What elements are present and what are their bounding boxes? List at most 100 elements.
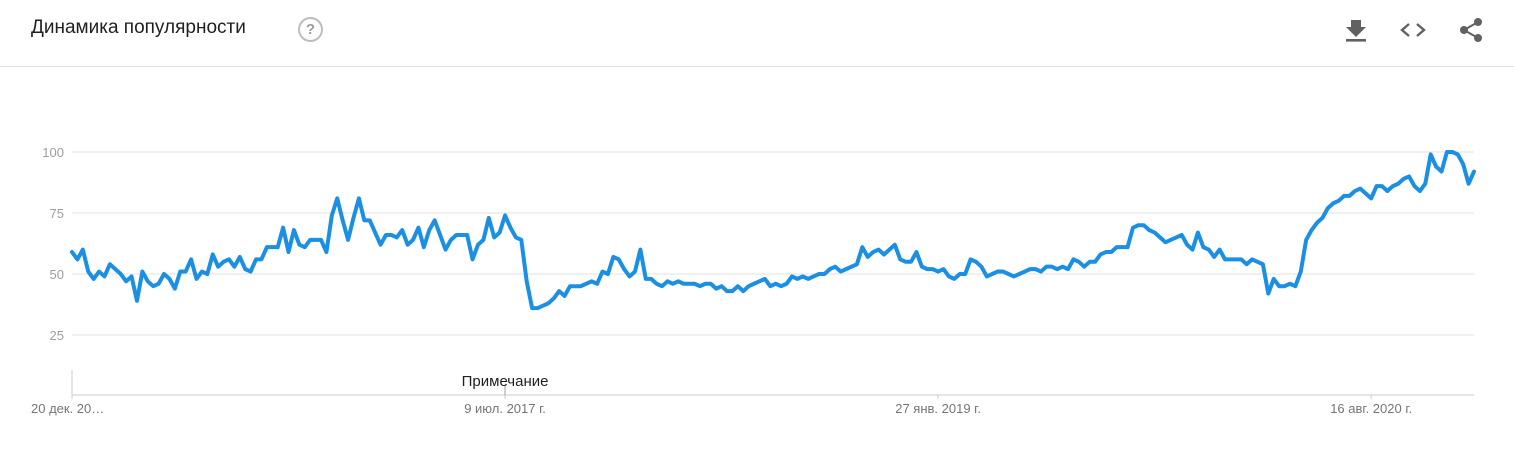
data-point	[1418, 190, 1421, 193]
data-point	[206, 273, 209, 276]
data-point	[1380, 185, 1383, 188]
data-point	[915, 251, 918, 254]
data-point	[872, 251, 875, 254]
data-point	[1326, 207, 1329, 210]
data-point	[834, 265, 837, 268]
data-point	[395, 236, 398, 239]
data-point	[617, 258, 620, 261]
data-point	[725, 290, 728, 293]
share-icon[interactable]	[1456, 15, 1486, 45]
data-point	[87, 270, 90, 273]
data-point	[309, 238, 312, 241]
data-point	[1218, 248, 1221, 251]
data-point	[195, 277, 198, 280]
data-point	[1213, 255, 1216, 258]
data-point	[1186, 243, 1189, 246]
data-point	[119, 273, 122, 276]
data-point	[1353, 190, 1356, 193]
data-point	[1261, 263, 1264, 266]
data-point	[1148, 229, 1151, 232]
data-point	[698, 285, 701, 288]
data-point	[563, 294, 566, 297]
help-circle-icon[interactable]: ?	[298, 17, 323, 42]
data-point	[222, 260, 225, 263]
data-point	[336, 197, 339, 200]
data-point	[163, 273, 166, 276]
y-tick-labels: 100 75 50 25	[42, 145, 64, 343]
data-point	[1104, 251, 1107, 254]
data-point	[547, 302, 550, 305]
data-point	[1207, 248, 1210, 251]
data-point	[1012, 275, 1015, 278]
data-point	[1164, 241, 1167, 244]
data-point	[504, 214, 507, 217]
data-point	[444, 248, 447, 251]
series-layer	[70, 150, 1476, 311]
data-point	[428, 229, 431, 232]
data-point	[1137, 224, 1140, 227]
data-point	[1153, 231, 1156, 234]
data-point	[1007, 273, 1010, 276]
x-tick-label: 9 июл. 2017 г.	[464, 401, 546, 416]
data-point	[969, 258, 972, 261]
data-point	[363, 219, 366, 222]
data-point	[790, 275, 793, 278]
data-point	[1039, 270, 1042, 273]
data-point	[1473, 170, 1476, 173]
data-point	[292, 229, 295, 232]
data-point	[249, 270, 252, 273]
data-point	[352, 216, 355, 219]
data-point	[574, 285, 577, 288]
data-point	[904, 260, 907, 263]
data-point	[493, 236, 496, 239]
data-point	[141, 270, 144, 273]
download-icon[interactable]	[1341, 15, 1371, 45]
data-point	[76, 258, 79, 261]
data-point	[666, 280, 669, 283]
data-point	[996, 270, 999, 273]
data-point	[1191, 248, 1194, 251]
data-point	[644, 277, 647, 280]
data-point	[1256, 260, 1259, 263]
data-point	[926, 268, 929, 271]
data-point	[466, 233, 469, 236]
data-point	[173, 287, 176, 290]
data-point	[417, 226, 420, 229]
data-point	[1451, 151, 1454, 154]
data-point	[1299, 270, 1302, 273]
data-point	[1462, 163, 1465, 166]
data-point	[1045, 265, 1048, 268]
data-point	[1288, 282, 1291, 285]
data-point	[709, 282, 712, 285]
data-point	[991, 273, 994, 276]
x-tick-label: 16 авг. 2020 г.	[1330, 401, 1412, 416]
data-point	[374, 231, 377, 234]
data-point	[1229, 258, 1232, 261]
data-point	[1391, 185, 1394, 188]
data-point	[677, 280, 680, 283]
data-point	[628, 275, 631, 278]
data-point	[866, 255, 869, 258]
data-point	[947, 275, 950, 278]
data-point	[401, 229, 404, 232]
data-point	[125, 280, 128, 283]
annotation-label[interactable]: Примечание	[462, 373, 549, 390]
data-point	[1131, 226, 1134, 229]
data-point	[753, 282, 756, 285]
x-tick-labels: 20 дек. 20… 9 июл. 2017 г. 27 янв. 2019 г.…	[31, 395, 1412, 416]
data-point	[1343, 194, 1346, 197]
data-point	[152, 285, 155, 288]
data-point	[168, 277, 171, 280]
embed-code-icon[interactable]	[1398, 15, 1428, 45]
data-point	[81, 248, 84, 251]
series-line[interactable]	[70, 150, 1476, 311]
data-point	[238, 255, 241, 258]
data-point	[422, 246, 425, 249]
data-point	[200, 270, 203, 273]
y-tick-label: 50	[50, 267, 64, 282]
data-point	[985, 275, 988, 278]
data-point	[823, 273, 826, 276]
data-point	[1413, 185, 1416, 188]
